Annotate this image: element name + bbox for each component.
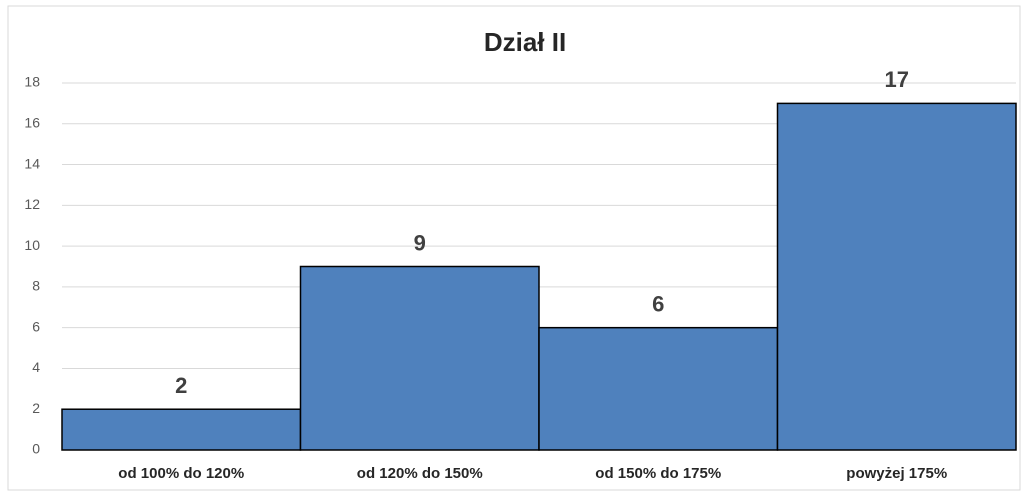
- data-label: 6: [652, 291, 664, 316]
- data-label: 9: [414, 230, 426, 255]
- x-tick-label: powyżej 175%: [846, 465, 947, 482]
- x-tick-label: od 100% do 120%: [118, 465, 244, 482]
- y-tick-label: 16: [24, 114, 40, 130]
- bar: [61, 408, 302, 451]
- y-tick-label: 8: [32, 278, 40, 294]
- bar: [538, 326, 779, 451]
- bar: [299, 265, 540, 451]
- x-tick-label: od 120% do 150%: [357, 465, 483, 482]
- bar: [776, 102, 1017, 451]
- x-tick-label: od 150% do 175%: [595, 465, 721, 482]
- chart-title: Dział II: [484, 27, 566, 57]
- y-tick-label: 14: [24, 155, 40, 171]
- y-tick-label: 2: [32, 400, 40, 416]
- data-label: 2: [175, 373, 187, 398]
- y-tick-label: 6: [32, 318, 40, 334]
- y-tick-label: 4: [32, 359, 40, 375]
- data-label: 17: [885, 67, 909, 92]
- y-tick-label: 18: [24, 74, 40, 90]
- y-tick-label: 0: [32, 441, 40, 457]
- y-tick-label: 10: [24, 237, 40, 253]
- y-tick-label: 12: [24, 196, 40, 212]
